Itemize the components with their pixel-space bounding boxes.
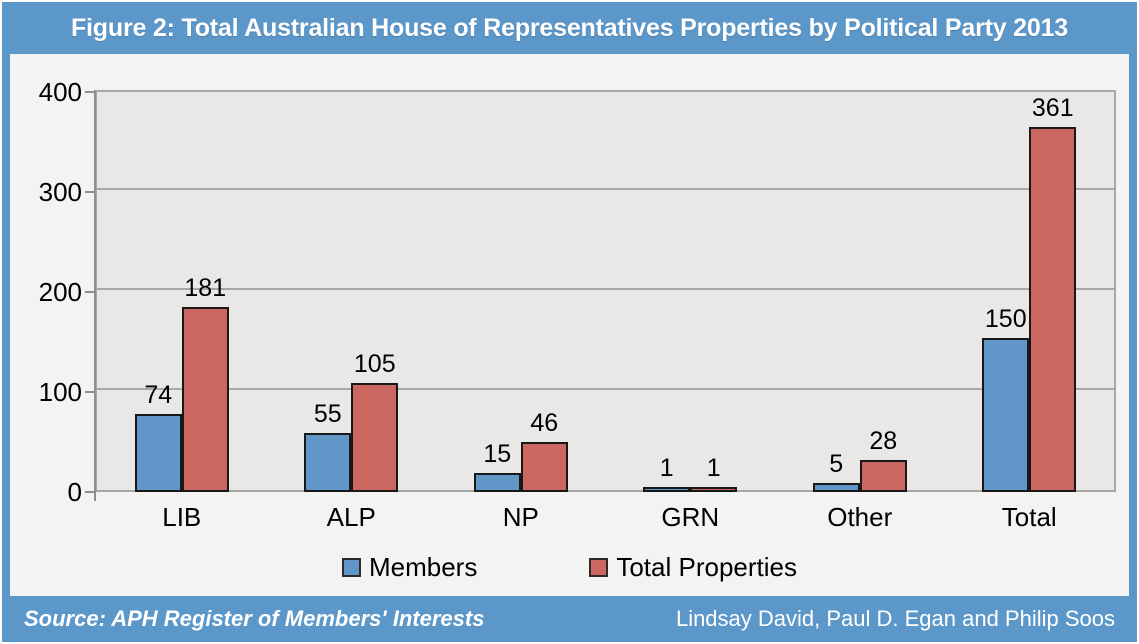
x-tick-label-np: NP xyxy=(502,502,539,532)
bar-members-other: 5 xyxy=(812,450,860,492)
bar-total-properties-lib: 181 xyxy=(181,274,229,492)
value-label-total-properties-grn: 1 xyxy=(706,454,721,482)
y-tick-label-300: 300 xyxy=(38,177,82,207)
legend-label-members: Members xyxy=(368,552,478,582)
value-label-members-total: 150 xyxy=(984,305,1027,333)
gridline-200 xyxy=(97,288,1114,290)
bar-group-lib: 74 181 xyxy=(97,274,267,492)
gridline-100 xyxy=(97,388,1114,390)
bar-total-properties-alp: 105 xyxy=(351,350,399,492)
value-label-members-lib: 74 xyxy=(144,381,173,409)
legend-item-members: Members xyxy=(341,552,478,583)
source-note: Source: APH Register of Members' Interes… xyxy=(24,606,485,631)
value-label-total-properties-alp: 105 xyxy=(353,350,396,378)
x-tick-label-total: Total xyxy=(1001,502,1057,532)
y-tick-mark-200 xyxy=(85,291,95,293)
legend-item-total-properties: Total Properties xyxy=(589,552,797,583)
bar-members-alp: 55 xyxy=(304,400,352,492)
value-label-members-other: 5 xyxy=(829,450,844,478)
bar-members-np: 15 xyxy=(473,440,521,492)
value-label-total-properties-other: 28 xyxy=(869,427,898,455)
y-axis-line xyxy=(94,90,96,501)
bar-total-properties-other: 28 xyxy=(859,427,907,492)
legend-swatch-total-properties xyxy=(589,558,609,577)
legend-swatch-members xyxy=(341,558,361,577)
legend-label-total-properties: Total Properties xyxy=(616,552,797,582)
y-tick-mark-0 xyxy=(85,491,95,493)
y-tick-mark-400 xyxy=(85,91,95,93)
title-band: Figure 2: Total Australian House of Repr… xyxy=(2,2,1137,54)
bar-group-other: 5 28 xyxy=(775,427,945,492)
bar-members-total: 150 xyxy=(982,305,1030,492)
y-tick-mark-300 xyxy=(85,191,95,193)
x-tick-label-grn: GRN xyxy=(661,502,720,532)
value-label-members-alp: 55 xyxy=(313,400,342,428)
x-tick-label-other: Other xyxy=(827,502,893,532)
y-tick-label-100: 100 xyxy=(38,377,82,407)
value-label-members-grn: 1 xyxy=(659,454,674,482)
x-tick-label-alp: ALP xyxy=(326,502,376,532)
plot-area xyxy=(95,90,1116,492)
footer-band: Source: APH Register of Members' Interes… xyxy=(2,596,1137,642)
y-tick-mark-100 xyxy=(85,391,95,393)
bar-group-alp: 55 105 xyxy=(267,350,437,492)
bar-members-lib: 74 xyxy=(134,381,182,492)
y-tick-label-400: 400 xyxy=(38,77,82,107)
x-tick-label-lib: LIB xyxy=(162,502,202,532)
bar-total-properties-grn: 1 xyxy=(690,454,738,492)
authors-credit: Lindsay David, Paul D. Egan and Philip S… xyxy=(675,606,1115,631)
y-tick-label-0: 0 xyxy=(67,477,82,507)
bar-members-grn: 1 xyxy=(643,454,691,492)
gridline-300 xyxy=(97,188,1114,190)
y-tick-label-200: 200 xyxy=(38,277,82,307)
value-label-total-properties-lib: 181 xyxy=(184,274,227,302)
bars-area: 74 181 55 105 15 46 1 1 5 28 150 361 xyxy=(97,92,1114,492)
legend: Members Total Properties xyxy=(0,552,1139,583)
bar-group-np: 15 46 xyxy=(436,409,606,492)
value-label-total-properties-total: 361 xyxy=(1031,94,1074,122)
x-axis-labels: LIB ALP NP GRN Other Total xyxy=(97,502,1114,533)
bar-group-total: 150 361 xyxy=(945,94,1115,492)
bar-total-properties-np: 46 xyxy=(520,409,568,492)
bar-total-properties-total: 361 xyxy=(1029,94,1077,492)
value-label-members-np: 15 xyxy=(483,440,512,468)
value-label-total-properties-np: 46 xyxy=(530,409,559,437)
figure-title: Figure 2: Total Australian House of Repr… xyxy=(70,13,1068,42)
